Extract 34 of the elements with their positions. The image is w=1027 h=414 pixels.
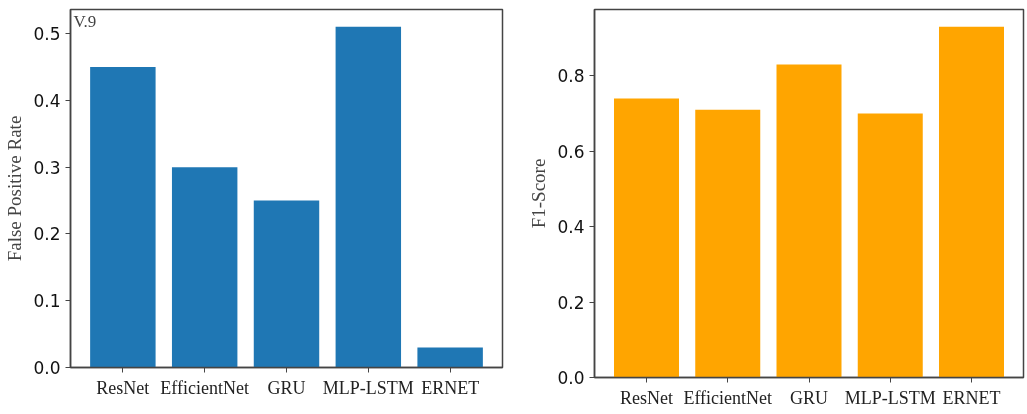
x-tick-label: GRU [267,377,306,398]
x-tick-label: EfficientNet [160,377,250,398]
y-tick-label: 0.4 [557,217,585,238]
y-tick-label: 0.6 [557,141,585,162]
x-tick-label: EfficientNet [683,387,773,408]
y-tick-label: 0.1 [33,291,61,312]
bar [171,167,238,368]
y-tick-label: 0.8 [557,66,585,87]
y-tick-label: 0.0 [557,368,585,388]
x-tick-label: MLP-LSTM [322,377,414,398]
bar [253,200,320,368]
y-tick-label: 0.0 [33,358,61,378]
bar [776,64,842,378]
bar [695,109,761,378]
bar [90,66,156,368]
bar [335,26,402,368]
x-tick-label: ERNET [421,377,480,398]
y-axis-title: False Positive Rate [4,115,26,262]
bar [857,113,923,378]
x-tick-label: MLP-LSTM [844,387,936,408]
y-tick-label: 0.5 [33,24,61,45]
bar [939,26,1004,378]
y-tick-label: 0.3 [33,157,61,178]
x-tick-label: GRU [790,387,829,408]
x-tick-label: ERNET [942,387,1001,408]
annotation: V.9 [73,11,97,31]
bar [417,347,483,368]
y-axis-title: F1-Score [528,158,550,229]
y-tick-label: 0.2 [33,224,61,245]
y-tick-label: 0.2 [557,292,585,313]
x-tick-label: ResNet [620,387,674,408]
y-tick-label: 0.4 [33,90,61,111]
bar [614,98,679,378]
x-tick-label: ResNet [96,377,150,398]
